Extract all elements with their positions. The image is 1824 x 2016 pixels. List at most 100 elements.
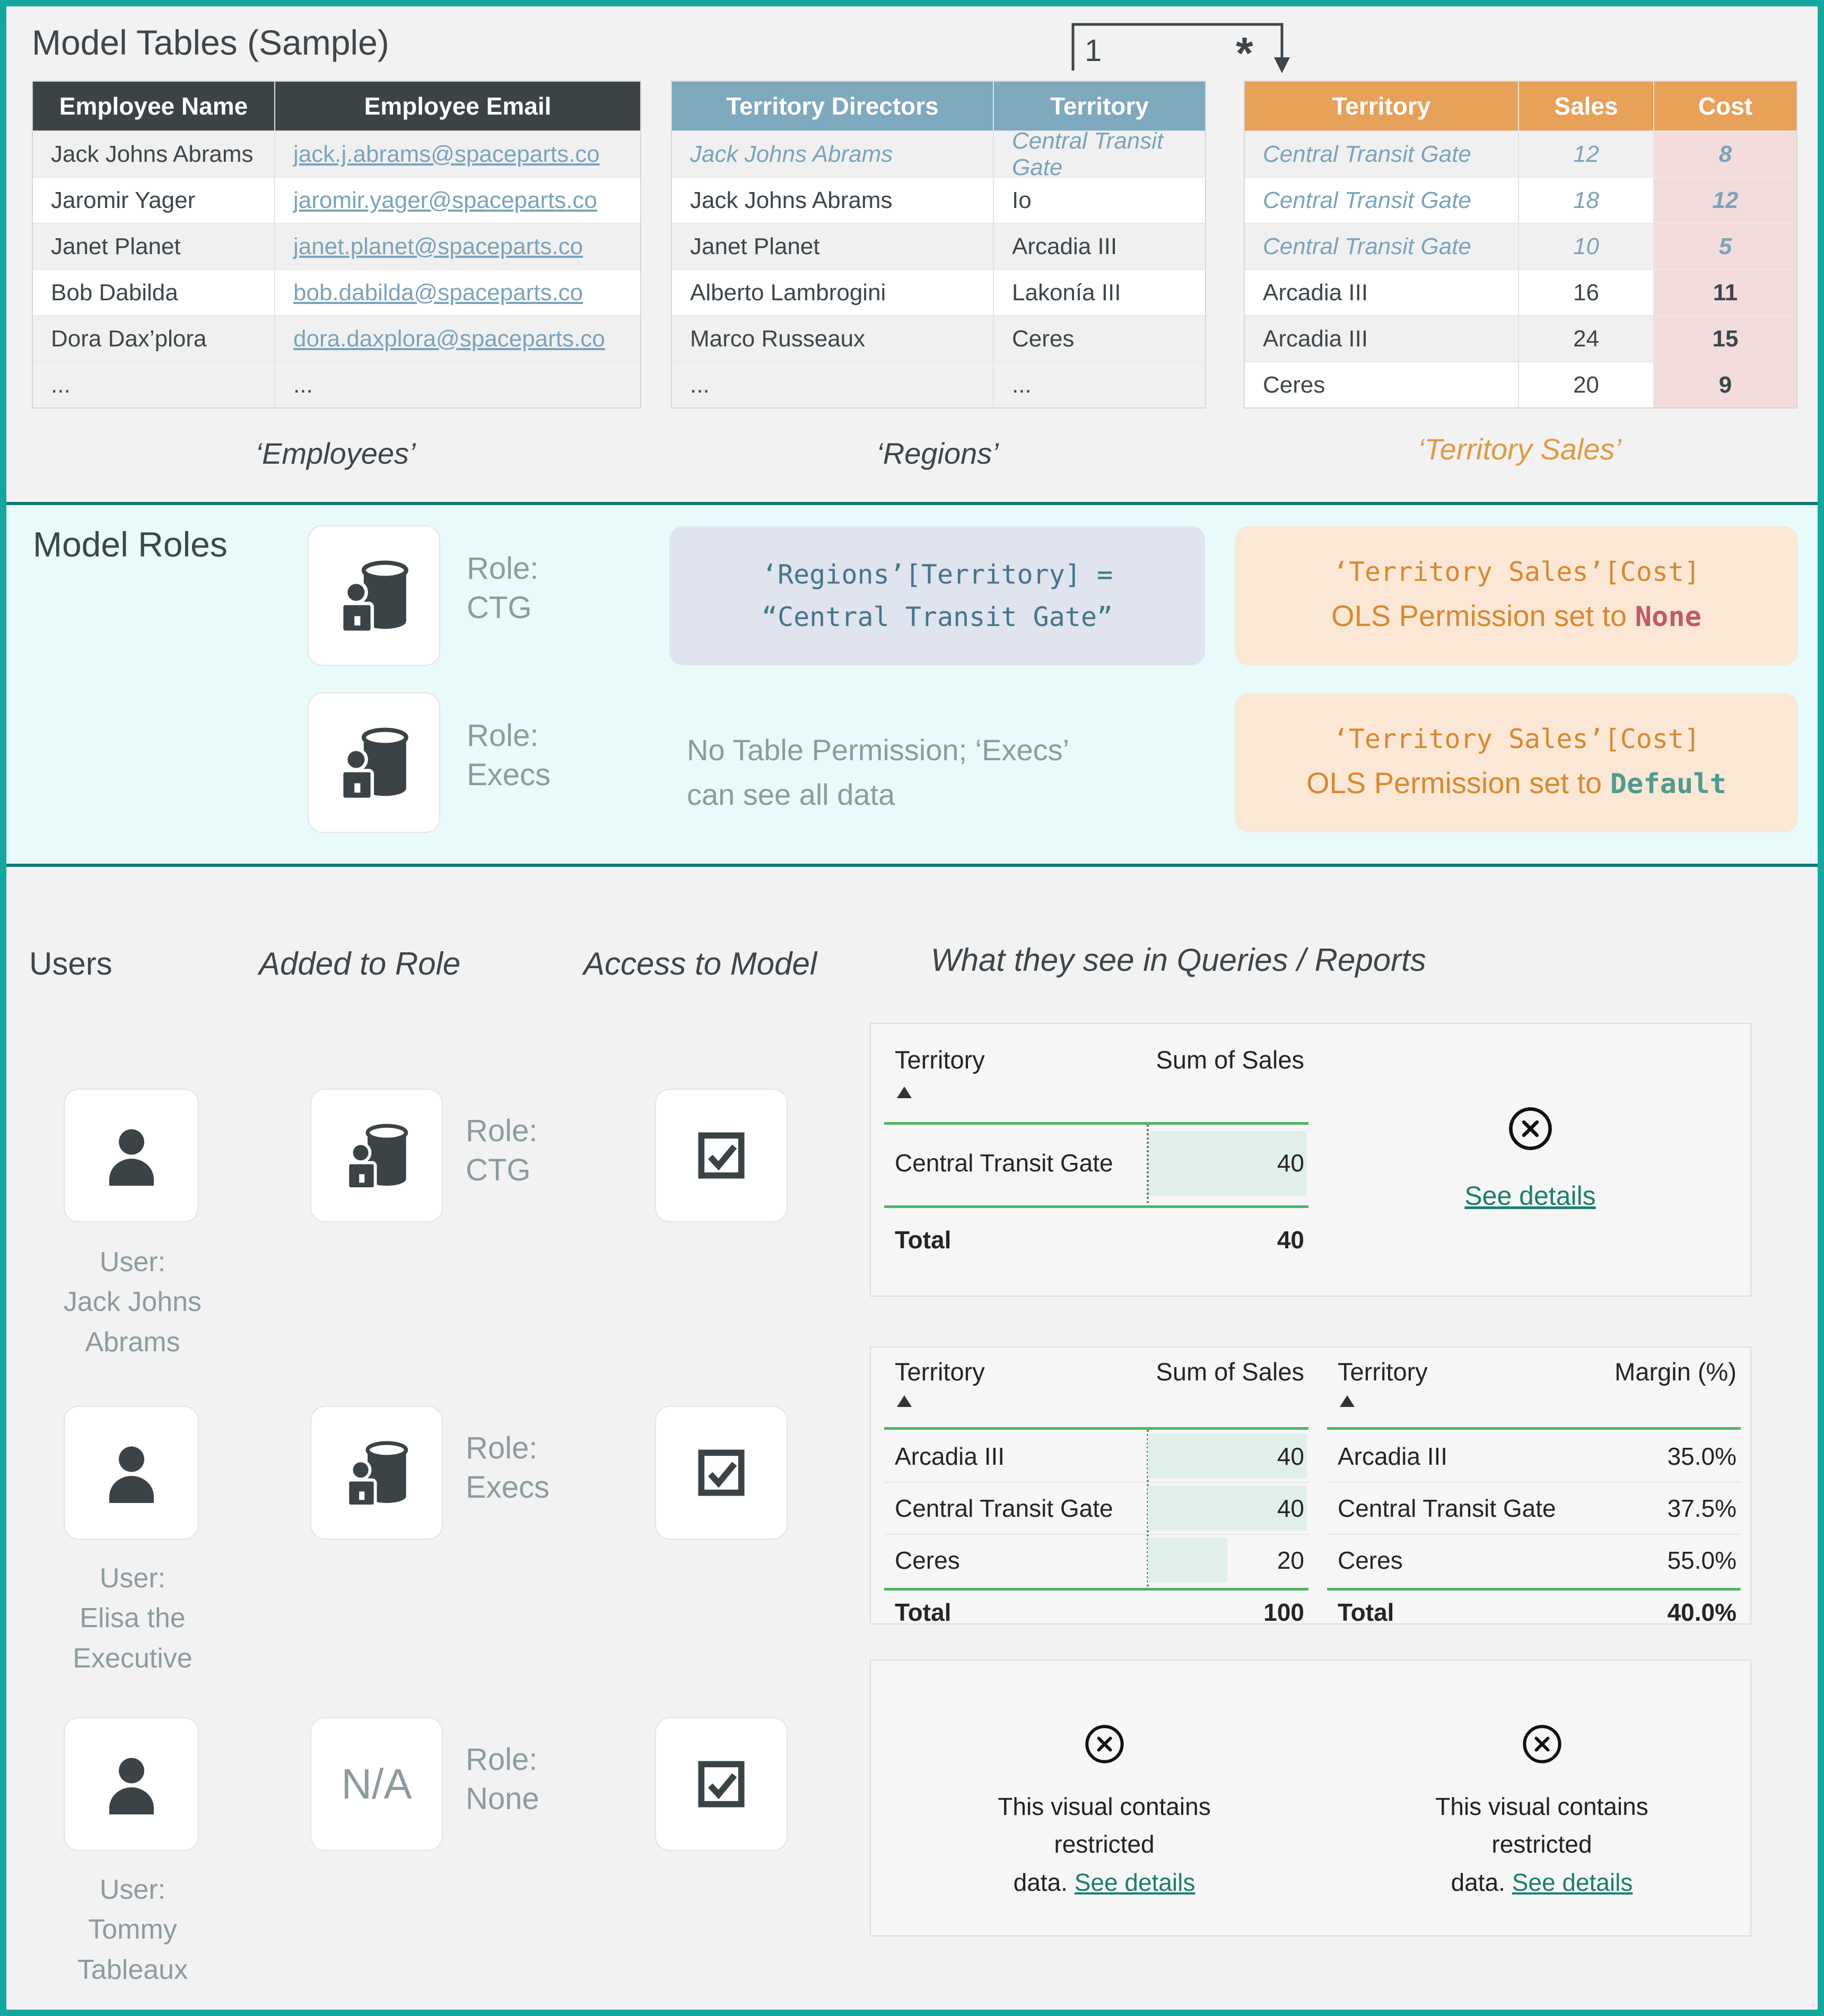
- employee-email-link[interactable]: bob.dabilda@spaceparts.co: [293, 279, 583, 306]
- sort-ascending-icon: [897, 1395, 912, 1407]
- data-bar: [1148, 1131, 1307, 1196]
- sales-col-cost: Cost: [1653, 82, 1796, 131]
- user-label-line: User:: [99, 1874, 166, 1905]
- role-label-execs: Role: Execs: [466, 1429, 549, 1507]
- cost-value: 12: [1653, 177, 1796, 223]
- relationship-many-label: *: [1236, 28, 1253, 78]
- data-bar: [1148, 1537, 1227, 1583]
- user-label-elisa: User: Elisa the Executive: [37, 1559, 228, 1679]
- ols-permission-line: OLS Permission set to None: [1331, 592, 1701, 640]
- role-label: Role:: [466, 1114, 538, 1148]
- user-card-jack: [64, 1089, 199, 1222]
- regions-caption: ‘Regions’: [876, 437, 999, 470]
- column-header-queries: What they see in Queries / Reports: [931, 942, 1426, 978]
- pbi-total-label: Total: [1338, 1598, 1394, 1626]
- user-card-tommy: [64, 1717, 199, 1851]
- sales-territory: Arcadia III: [1245, 315, 1518, 361]
- user-label-line: Tableaux: [77, 1954, 188, 1985]
- user-label-line: Tommy: [88, 1914, 177, 1945]
- error-xcircle-icon: [1520, 1722, 1565, 1767]
- restricted-line2-prefix: data.: [1451, 1868, 1512, 1896]
- security-role-icon: [331, 553, 416, 638]
- employee-email-link[interactable]: jaromir.yager@spaceparts.co: [293, 187, 597, 213]
- role-name: CTG: [466, 1153, 531, 1188]
- pbi-row-territory: Central Transit Gate: [895, 1494, 1113, 1522]
- see-details-link[interactable]: See details: [1074, 1868, 1195, 1896]
- pbi-col-margin[interactable]: Margin (%): [1614, 1358, 1736, 1386]
- access-check-card: [655, 1406, 788, 1540]
- pbi-header-line: [884, 1427, 1308, 1430]
- employee-name: Dora Dax’plora: [33, 315, 274, 361]
- ols-none-box: ‘Territory Sales’[Cost] OLS Permission s…: [1235, 526, 1798, 665]
- person-icon: [92, 1116, 171, 1195]
- section-title-model-tables: Model Tables (Sample): [32, 23, 389, 62]
- see-details-link[interactable]: See details: [1464, 1181, 1596, 1211]
- checkbox-checked-icon: [687, 1438, 756, 1507]
- employee-email-cell: jaromir.yager@spaceparts.co: [274, 177, 640, 223]
- relationship-arrow: [1071, 23, 1290, 73]
- restricted-message: This visual contains restricted data. Se…: [945, 1788, 1263, 1901]
- region-director: Jack Johns Abrams: [672, 177, 993, 223]
- pbi-header-line: [884, 1122, 1308, 1125]
- restricted-line1: This visual contains restricted: [1435, 1793, 1648, 1858]
- see-details-link[interactable]: See details: [1512, 1868, 1633, 1896]
- pbi-total-value: 100: [1263, 1598, 1304, 1626]
- pbi-total-label: Total: [895, 1226, 952, 1254]
- column-header-access-to-model: Access to Model: [583, 946, 817, 981]
- employee-email-link[interactable]: dora.daxplora@spaceparts.co: [293, 325, 605, 352]
- person-icon: [92, 1433, 171, 1513]
- rls-rule-line2: “Central Transit Gate”: [761, 602, 1113, 632]
- ols-value-default: Default: [1610, 768, 1726, 800]
- ols-prefix: OLS Permission set to: [1331, 598, 1635, 632]
- employee-email-link[interactable]: janet.planet@spaceparts.co: [293, 233, 583, 259]
- employee-email-cell: bob.dabilda@spaceparts.co: [274, 269, 640, 315]
- cost-value: 15: [1653, 315, 1796, 361]
- person-icon: [92, 1744, 171, 1824]
- pbi-row-value: 20: [1277, 1546, 1304, 1574]
- pbi-header-line: [1327, 1427, 1741, 1430]
- security-role-icon: [338, 1117, 415, 1194]
- rls-rule-box: ‘Regions’[Territory] = “Central Transit …: [669, 526, 1205, 665]
- role-card-ctg: [310, 1089, 443, 1222]
- security-role-icon: [331, 720, 416, 805]
- pbi-col-territory[interactable]: Territory: [1338, 1358, 1428, 1386]
- user-label-line: User:: [99, 1247, 166, 1278]
- restricted-visual-group: This visual contains restricted data. Se…: [945, 1661, 1263, 1935]
- restricted-visual-group: This visual contains restricted data. Se…: [1383, 1661, 1701, 1935]
- pbi-row-value: 35.0%: [1667, 1443, 1736, 1470]
- row-separator: [884, 1482, 1308, 1483]
- user-label-line: User:: [99, 1563, 166, 1594]
- pbi-row-value: 37.5%: [1667, 1494, 1736, 1522]
- pbi-table-sales-ctg: Territory Sum of Sales Central Transit G…: [884, 1040, 1308, 1284]
- sales-territory: Central Transit Gate: [1245, 177, 1518, 223]
- pbi-row-territory: Central Transit Gate: [1338, 1494, 1556, 1522]
- column-divider: [1147, 1125, 1149, 1203]
- role-label-ctg: Role: CTG: [466, 1111, 537, 1190]
- regions-col-territory: Territory: [993, 82, 1205, 131]
- pbi-table-sales-all: Territory Sum of Sales Arcadia III 40 Ce…: [884, 1353, 1308, 1626]
- role-name: Execs: [467, 758, 551, 793]
- ols-expression: ‘Territory Sales’[Cost]: [1332, 723, 1700, 754]
- row-separator: [1327, 1482, 1741, 1483]
- role-name: CTG: [467, 590, 532, 625]
- data-bar: [1148, 1485, 1307, 1531]
- relationship-one-label: 1: [1085, 33, 1102, 68]
- pbi-row-territory: Ceres: [895, 1546, 960, 1574]
- sort-ascending-icon: [897, 1087, 912, 1098]
- employee-email-cell: jack.j.abrams@spaceparts.co: [274, 131, 640, 177]
- pbi-col-sum-of-sales[interactable]: Sum of Sales: [1156, 1046, 1304, 1074]
- pbi-col-sum-of-sales[interactable]: Sum of Sales: [1156, 1358, 1304, 1386]
- frame-top: [0, 0, 1824, 6]
- region-director: Jack Johns Abrams: [672, 131, 993, 177]
- pbi-col-territory[interactable]: Territory: [895, 1046, 985, 1074]
- region-director: ...: [672, 361, 993, 407]
- role-execs-label: Role: Execs: [467, 716, 551, 795]
- employee-name: Jaromir Yager: [33, 177, 274, 223]
- pbi-total-line: [884, 1205, 1308, 1208]
- role-name: None: [466, 1782, 539, 1817]
- employee-email-link[interactable]: jack.j.abrams@spaceparts.co: [293, 141, 600, 167]
- execs-note: No Table Permission; ‘Execs’ can see all…: [687, 728, 1069, 817]
- query-panel-jack: Territory Sum of Sales Central Transit G…: [870, 1023, 1751, 1297]
- pbi-col-territory[interactable]: Territory: [895, 1358, 985, 1386]
- role-card-na: N/A: [310, 1717, 443, 1851]
